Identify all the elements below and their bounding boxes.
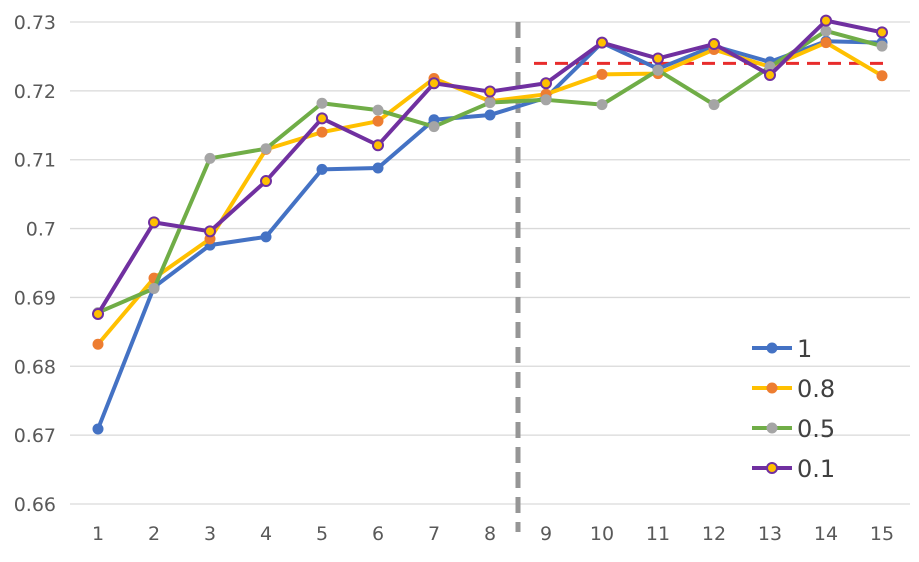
x-tick-label: 3 [204,523,216,545]
data-point [484,97,496,109]
data-point [92,307,104,320]
data-point [764,61,776,73]
x-tick-label: 9 [540,523,552,545]
x-tick-label: 15 [870,523,894,545]
data-point [876,70,888,82]
data-point [652,52,664,65]
legend-item: 1 [752,335,812,363]
data-point [596,68,608,80]
legend-label: 0.1 [797,455,835,483]
x-tick-label: 1 [92,523,104,545]
legend-swatch-marker [766,382,778,394]
x-tick-label: 7 [428,523,440,545]
legend-item: 0.5 [752,415,835,443]
data-point [148,282,160,294]
data-point [540,77,552,90]
x-tick-label: 10 [590,523,614,545]
data-point [316,97,328,109]
data-point [204,152,216,164]
data-point [764,69,776,82]
data-point [204,225,216,238]
x-tick-label: 11 [646,523,670,545]
y-tick-label: 0.7 [26,219,56,241]
data-point [260,175,272,188]
y-tick-label: 0.72 [14,81,56,103]
x-tick-label: 13 [758,523,782,545]
data-point [372,162,384,174]
data-point [316,112,328,125]
data-point [820,37,832,49]
data-point [372,104,384,116]
data-point [260,143,272,155]
legend: 1 0.8 0.5 0.1 [752,335,835,483]
series-0-1 [92,14,888,320]
legend-swatch-marker [766,422,778,434]
data-point [596,99,608,111]
legend-item: 0.8 [752,375,835,403]
legend-swatch-marker [766,342,778,354]
x-tick-label: 2 [148,523,160,545]
x-tick-label: 6 [372,523,384,545]
legend-label: 0.5 [797,415,835,443]
data-point [596,36,608,49]
y-tick-label: 0.69 [14,287,56,309]
x-axis: 1 2 3 4 5 6 7 8 9 10 11 12 13 14 15 [92,523,894,545]
data-point [92,423,104,435]
data-point [148,216,160,229]
y-tick-label: 0.73 [14,12,56,34]
legend-label: 0.8 [797,375,835,403]
y-tick-label: 0.67 [14,425,56,447]
data-point [92,338,104,350]
data-point [876,26,888,39]
legend-label: 1 [797,335,812,363]
y-tick-label: 0.68 [14,356,56,378]
data-point [708,99,720,111]
data-point [820,25,832,37]
series-0-8 [92,37,888,350]
data-point [540,94,552,106]
y-axis: 0.66 0.67 0.68 0.69 0.7 0.71 0.72 0.73 [14,12,56,516]
data-point [316,126,328,138]
series-group [92,14,888,435]
legend-swatch-marker [766,462,778,474]
series-0-5 [92,25,888,319]
x-tick-label: 8 [484,523,496,545]
data-point [428,121,440,133]
x-tick-label: 5 [316,523,328,545]
data-point [484,109,496,121]
data-point [428,77,440,90]
y-tick-label: 0.66 [14,494,56,516]
data-point [372,115,384,127]
data-point [708,38,720,51]
x-tick-label: 12 [702,523,726,545]
data-point [820,14,832,27]
x-tick-label: 14 [814,523,838,545]
data-point [316,163,328,175]
legend-item: 0.1 [752,455,835,483]
y-tick-label: 0.71 [14,150,56,172]
data-point [260,231,272,243]
data-point [876,40,888,52]
data-point [372,139,384,152]
x-tick-label: 4 [260,523,272,545]
data-point [484,85,496,98]
data-point [652,64,664,76]
